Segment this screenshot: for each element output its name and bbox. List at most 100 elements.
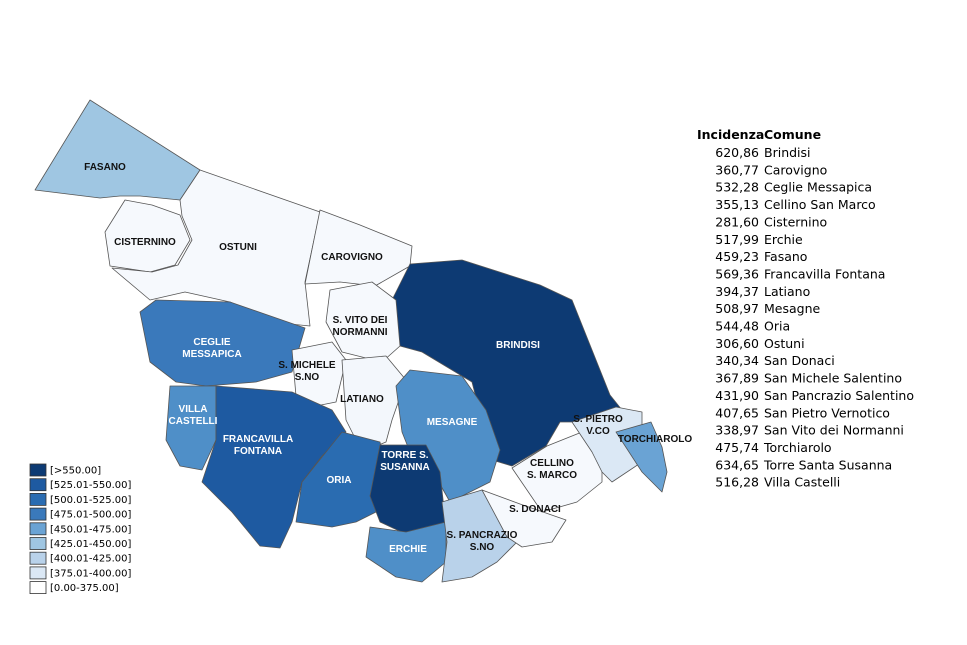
table-header: Comune bbox=[764, 127, 821, 142]
region-label: VILLA CASTELLI bbox=[169, 404, 218, 427]
table-name: Latiano bbox=[764, 284, 810, 299]
legend-label: [425.01-450.00] bbox=[50, 539, 131, 550]
regions bbox=[34, 99, 668, 583]
table-name: San Donaci bbox=[764, 353, 835, 368]
legend-label: [500.01-525.00] bbox=[50, 495, 131, 506]
table-value: 475,74 bbox=[715, 440, 759, 455]
table-value: 306,60 bbox=[715, 336, 759, 351]
region bbox=[391, 259, 623, 467]
legend-label: [525.01-550.00] bbox=[50, 480, 131, 491]
region bbox=[571, 406, 643, 483]
table-name: Ostuni bbox=[764, 336, 805, 351]
legend-swatch bbox=[29, 566, 47, 580]
region bbox=[201, 385, 347, 549]
label-line: FASANO bbox=[84, 162, 126, 173]
table-name: Fasano bbox=[764, 249, 807, 264]
label-line: CELLINO bbox=[530, 458, 574, 469]
table-value: 355,13 bbox=[715, 197, 759, 212]
label-line: CASTELLI bbox=[169, 416, 218, 427]
label-line: FRANCAVILLA bbox=[223, 434, 293, 445]
region-label: S. DONACI bbox=[509, 504, 561, 515]
legend-swatch bbox=[29, 492, 47, 506]
region-label: S. VITO DEI NORMANNI bbox=[333, 315, 388, 338]
region-label: CISTERNINO bbox=[114, 237, 176, 248]
table-value: 360,77 bbox=[715, 162, 759, 177]
label-line: S. PIETRO bbox=[573, 414, 623, 425]
region bbox=[139, 299, 306, 387]
table-value: 532,28 bbox=[715, 180, 759, 195]
legend-swatch bbox=[29, 551, 47, 565]
table-header: Incidenza bbox=[697, 127, 764, 142]
region-label: S. PANCRAZIO S.NO bbox=[447, 530, 518, 553]
region bbox=[165, 385, 217, 471]
region-label: S. PIETRO V.CO bbox=[573, 414, 623, 437]
table-name: Carovigno bbox=[764, 162, 827, 177]
region bbox=[34, 99, 201, 201]
legend: [>550.00] [525.01-550.00] [500.01-525.00] [… bbox=[29, 463, 131, 594]
region bbox=[481, 489, 567, 548]
legend-swatch bbox=[29, 478, 47, 492]
label-line: CEGLIE bbox=[193, 337, 231, 348]
table-name: San Vito dei Normanni bbox=[764, 423, 904, 438]
label-line: BRINDISI bbox=[496, 340, 540, 351]
table-name: Cisternino bbox=[764, 214, 827, 229]
table-name: Brindisi bbox=[764, 145, 811, 160]
label-line: MESSAPICA bbox=[182, 349, 241, 360]
table-value: 620,86 bbox=[715, 145, 759, 160]
table-value: 407,65 bbox=[715, 405, 759, 420]
region-label: ERCHIE bbox=[389, 544, 427, 555]
table-value: 459,23 bbox=[715, 249, 759, 264]
label-line: LATIANO bbox=[340, 394, 384, 405]
table-value: 508,97 bbox=[715, 301, 759, 316]
table-name: Francavilla Fontana bbox=[764, 266, 885, 281]
label-line: S. MICHELE bbox=[278, 360, 336, 371]
region-label: TORCHIAROLO bbox=[618, 434, 692, 445]
legend-label: [450.01-475.00] bbox=[50, 524, 131, 535]
table-name: Torre Santa Susanna bbox=[763, 457, 892, 472]
legend-label: [400.01-425.00] bbox=[50, 554, 131, 565]
label-line: SUSANNA bbox=[380, 462, 429, 473]
region bbox=[365, 521, 447, 583]
label-line: S. VITO DEI bbox=[333, 315, 388, 326]
label-line: S. DONACI bbox=[509, 504, 561, 515]
label-line: OSTUNI bbox=[219, 242, 257, 253]
label-line: TORRE S. bbox=[381, 450, 428, 461]
legend-swatch bbox=[29, 581, 47, 594]
region-label: ORIA bbox=[327, 475, 352, 486]
label-line: S.NO bbox=[470, 542, 495, 553]
region-label: OSTUNI bbox=[219, 242, 257, 253]
legend-label: [475.01-500.00] bbox=[50, 510, 131, 521]
region-label: BRINDISI bbox=[496, 340, 540, 351]
region bbox=[304, 209, 413, 287]
table-value: 569,36 bbox=[715, 266, 759, 281]
table-name: Villa Castelli bbox=[764, 475, 840, 490]
label-line: CAROVIGNO bbox=[321, 252, 383, 263]
legend-swatch bbox=[29, 507, 47, 521]
table-value: 367,89 bbox=[715, 371, 759, 386]
table-value: 281,60 bbox=[715, 214, 759, 229]
table-name: Cellino San Marco bbox=[764, 197, 876, 212]
region-label: CAROVIGNO bbox=[321, 252, 383, 263]
region-label: S. MICHELE S.NO bbox=[278, 360, 336, 383]
table-value: 340,34 bbox=[715, 353, 759, 368]
region bbox=[104, 199, 191, 273]
label-line: ORIA bbox=[327, 475, 352, 486]
table-value: 338,97 bbox=[715, 423, 759, 438]
legend-label: [>550.00] bbox=[50, 466, 101, 477]
legend-swatch bbox=[29, 463, 47, 477]
region bbox=[341, 355, 407, 453]
legend-swatch bbox=[29, 537, 47, 550]
region-label: TORRE S. SUSANNA bbox=[380, 450, 429, 473]
label-line: TORCHIAROLO bbox=[618, 434, 692, 445]
label-line: FONTANA bbox=[234, 446, 282, 457]
legend-label: [0.00-375.00] bbox=[50, 583, 119, 594]
table-name: Torchiarolo bbox=[763, 440, 832, 455]
region-label: FRANCAVILLA FONTANA bbox=[223, 434, 293, 457]
region bbox=[615, 421, 668, 493]
region-label: CEGLIE MESSAPICA bbox=[182, 337, 241, 360]
label-line: S. PANCRAZIO bbox=[447, 530, 518, 541]
label-line: MESAGNE bbox=[427, 417, 478, 428]
region-labels: FASANO CISTERNINO OSTUNI CAROVIGNO BRINDISI S… bbox=[84, 162, 692, 555]
table-name: Mesagne bbox=[764, 301, 821, 316]
